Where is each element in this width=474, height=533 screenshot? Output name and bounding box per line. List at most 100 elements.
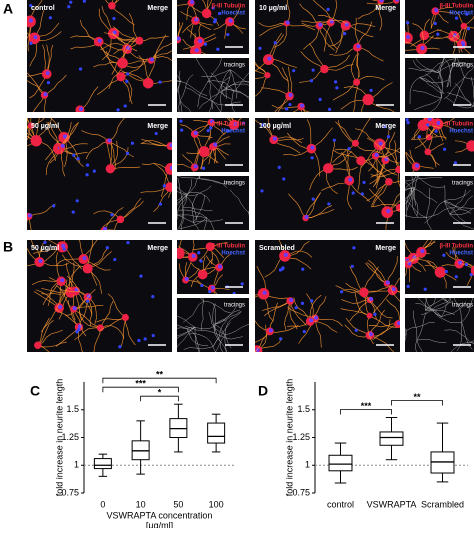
neurite (386, 283, 400, 303)
cell-body (177, 247, 185, 259)
nucleus (282, 177, 286, 181)
nucleus (420, 249, 425, 254)
nucleus (151, 295, 155, 299)
neurite (203, 217, 207, 230)
nucleus (48, 16, 52, 20)
neurite (305, 192, 321, 219)
nucleus (105, 246, 109, 250)
panel-label: A (3, 1, 13, 17)
nucleus (406, 35, 411, 40)
y-axis-title: fold increase in neurite length (284, 379, 294, 497)
cell-body (27, 122, 35, 129)
neurite (199, 178, 228, 188)
neurite (369, 315, 397, 329)
neurite (179, 74, 194, 101)
nucleus (423, 287, 427, 291)
neurite (100, 301, 114, 329)
neurite (184, 185, 212, 196)
neurite (319, 19, 348, 26)
nucleus (29, 3, 33, 8)
merge-image: 50 µg/ml Merge (27, 118, 172, 230)
box (207, 422, 226, 444)
nucleus (427, 118, 432, 121)
nucleus (453, 161, 458, 165)
nucleus (27, 213, 32, 218)
box (93, 458, 112, 470)
nucleus (309, 79, 314, 83)
neurite (37, 317, 50, 346)
neurite (197, 79, 210, 108)
cell-body (201, 8, 212, 19)
neurite (215, 334, 226, 352)
neurite (386, 299, 400, 325)
neurite (314, 318, 343, 327)
neurite (40, 307, 60, 333)
nucleus (318, 22, 323, 27)
nucleus (391, 287, 396, 292)
stain-label: β-III Tubulin (439, 122, 473, 128)
neurite (412, 59, 439, 73)
y-axis-title: fold increase in neurite length (54, 379, 64, 497)
nucleus (112, 30, 117, 35)
nucleus (143, 337, 147, 341)
neurite (256, 350, 259, 352)
nucleus (304, 215, 309, 220)
nucleus (272, 136, 277, 141)
condition-label: 50 µg/ml (31, 123, 59, 130)
neurite (150, 50, 172, 61)
nucleus (314, 315, 319, 320)
nucleus (378, 141, 383, 146)
neurite (306, 293, 314, 322)
neurite (58, 279, 68, 309)
neurite (103, 207, 124, 230)
background (27, 118, 172, 230)
stain-label: β-III Tubulin (211, 4, 245, 10)
nucleus (78, 67, 83, 71)
background (255, 0, 400, 112)
neurite (348, 180, 371, 203)
neurite (177, 194, 188, 221)
neurite (120, 317, 126, 348)
nucleus (193, 131, 198, 136)
neurite (378, 1, 383, 31)
neurite (224, 311, 242, 336)
neurite (177, 326, 196, 339)
neurite (437, 62, 466, 73)
neurite (412, 310, 418, 341)
cell-body (424, 148, 432, 156)
cell-body (417, 119, 429, 131)
neurite (419, 77, 445, 94)
neurite (425, 309, 455, 315)
tracing-image: tracings (405, 58, 474, 112)
neurite (229, 69, 238, 99)
neurite (415, 303, 442, 317)
nucleus (218, 264, 223, 269)
neurite (194, 327, 200, 352)
neurite (233, 90, 249, 100)
nucleus (369, 296, 374, 301)
neurite (42, 281, 62, 306)
neurite (357, 21, 373, 48)
neurite (311, 127, 333, 149)
neurite (372, 323, 399, 341)
neurite (312, 0, 332, 23)
neurite (374, 155, 378, 186)
neurite (454, 83, 474, 107)
nucleus (199, 259, 203, 263)
nucleus (112, 16, 116, 21)
neurite (353, 82, 358, 112)
nucleus (255, 347, 260, 352)
neurite (191, 193, 199, 223)
nucleus (97, 38, 102, 43)
cell-body (359, 287, 369, 298)
neurite (46, 44, 54, 75)
neurite (61, 146, 66, 177)
stain-label: β-III Tubulin (439, 244, 473, 250)
nucleus (260, 189, 264, 193)
nucleus (310, 145, 315, 150)
neurite (75, 290, 82, 321)
neurite (436, 69, 444, 98)
nucleus (123, 104, 127, 108)
nucleus (350, 264, 354, 268)
y-tick-label: 1 (305, 460, 310, 470)
